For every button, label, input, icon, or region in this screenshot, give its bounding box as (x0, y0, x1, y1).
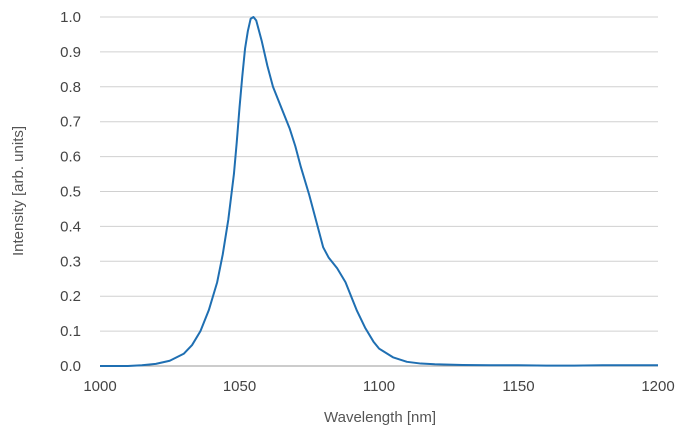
x-tick-label: 1150 (502, 378, 534, 395)
y-tick-label: 0.1 (60, 323, 81, 340)
series-group (100, 16, 658, 367)
y-tick-label: 0.3 (60, 253, 81, 270)
x-axis-tick-labels: 1000 1050 1100 1150 1200 (83, 378, 674, 395)
x-axis-title: Wavelength [nm] (324, 409, 436, 426)
y-tick-label: 0.4 (60, 218, 81, 235)
y-tick-label: 1.0 (60, 9, 81, 26)
y-tick-label: 0.6 (60, 149, 81, 166)
x-tick-label: 1100 (363, 378, 395, 395)
y-tick-label: 0.9 (60, 44, 81, 61)
gridlines (100, 16, 658, 367)
y-tick-label: 0.0 (60, 358, 81, 375)
y-tick-label: 0.8 (60, 79, 81, 96)
series-line-0 (100, 16, 658, 367)
y-tick-label: 0.5 (60, 184, 81, 201)
y-axis-title: Intensity [arb. units] (10, 126, 27, 256)
y-tick-label: 0.7 (60, 114, 81, 131)
x-tick-label: 1200 (641, 378, 674, 395)
y-axis-tick-labels: 0.0 0.1 0.2 0.3 0.4 0.5 0.6 0.7 0.8 0.9 1.0 (60, 9, 81, 375)
y-tick-label: 0.2 (60, 288, 81, 305)
x-tick-label: 1050 (223, 378, 256, 395)
x-tick-label: 1000 (83, 378, 116, 395)
